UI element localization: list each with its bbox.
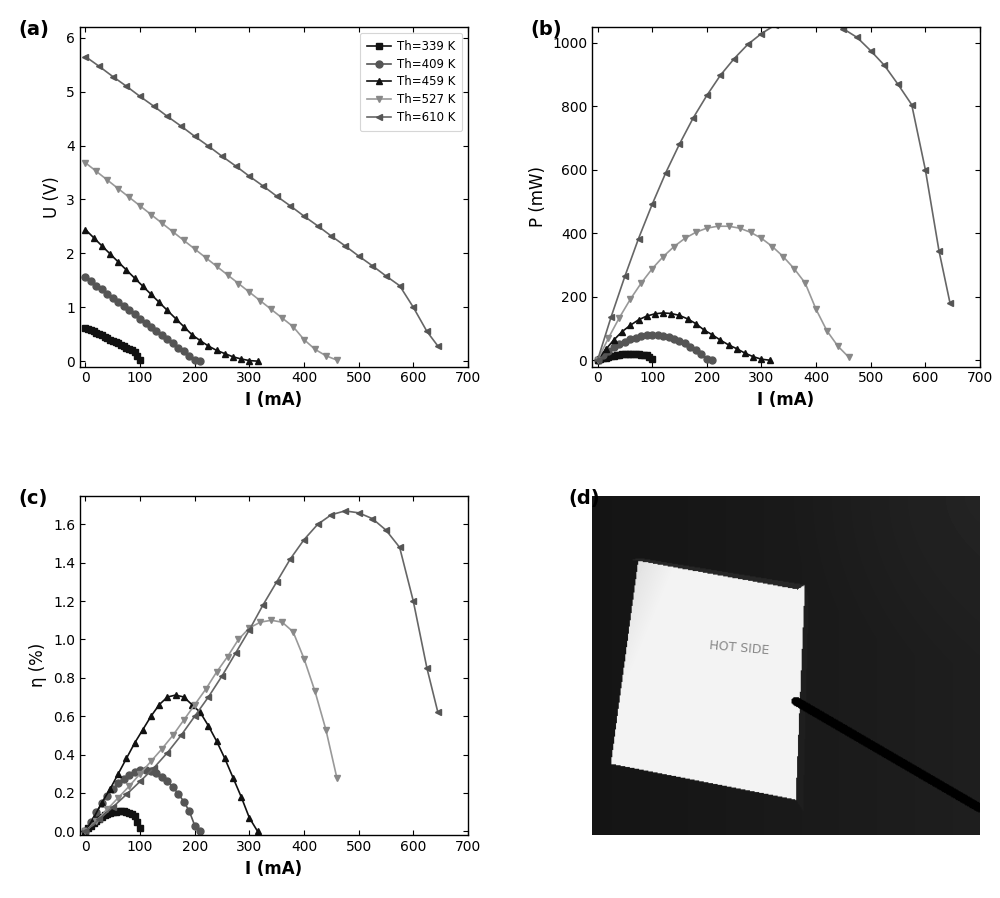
Text: (d): (d) xyxy=(569,489,600,507)
Text: (c): (c) xyxy=(18,489,47,507)
Legend: Th=339 K, Th=409 K, Th=459 K, Th=527 K, Th=610 K: Th=339 K, Th=409 K, Th=459 K, Th=527 K, … xyxy=(360,33,462,131)
X-axis label: I (mA): I (mA) xyxy=(757,391,815,409)
Text: HOT SIDE: HOT SIDE xyxy=(709,639,770,657)
Text: (b): (b) xyxy=(530,20,562,40)
Text: (a): (a) xyxy=(18,20,49,40)
Y-axis label: η (%): η (%) xyxy=(29,643,47,688)
X-axis label: I (mA): I (mA) xyxy=(245,391,303,409)
Y-axis label: P (mW): P (mW) xyxy=(529,166,547,227)
Y-axis label: U (V): U (V) xyxy=(43,176,61,217)
X-axis label: I (mA): I (mA) xyxy=(245,859,303,877)
